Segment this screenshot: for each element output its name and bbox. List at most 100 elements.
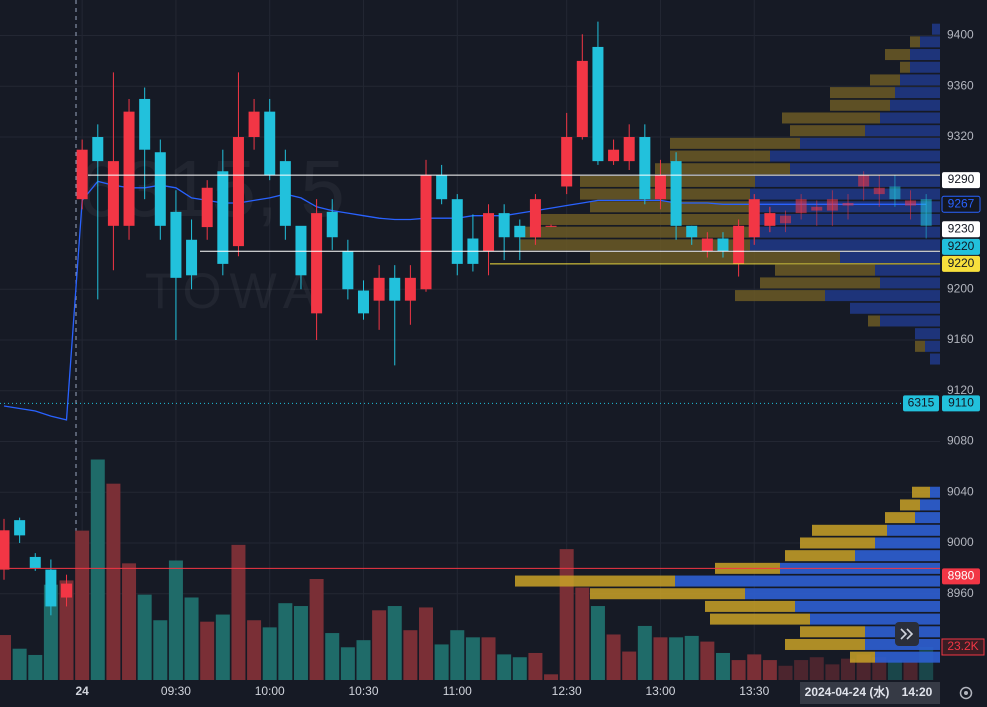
volume-bar — [731, 660, 746, 680]
settings-button[interactable] — [959, 686, 973, 700]
volume-bar — [669, 637, 684, 680]
profile-up — [880, 112, 940, 124]
price-label: 9230 — [948, 221, 975, 235]
volume-bar — [590, 606, 605, 680]
candle-body — [248, 111, 260, 138]
volume-bar — [356, 640, 371, 680]
profile-down — [885, 512, 915, 524]
profile-down — [670, 137, 800, 149]
profile-down — [900, 499, 920, 511]
volume-bar — [747, 654, 762, 680]
x-tick-label: 24 — [75, 684, 89, 698]
profile-down — [868, 315, 880, 327]
candle-body — [764, 213, 776, 226]
profile-up — [745, 588, 940, 600]
profile-down — [782, 112, 880, 124]
candle-body — [670, 161, 682, 226]
profile-up — [887, 524, 940, 536]
volume-bar — [247, 620, 262, 680]
volume-bar — [340, 647, 355, 680]
volume-bar — [137, 594, 152, 680]
candle-body — [326, 211, 338, 238]
candle-body — [201, 187, 213, 228]
volume-bar — [90, 459, 105, 680]
profile-down — [530, 213, 750, 225]
volume-bar — [309, 578, 324, 680]
volume-bar — [387, 606, 402, 680]
candle-body — [389, 277, 401, 301]
candle-body — [483, 213, 495, 252]
price-label: 8980 — [948, 569, 975, 583]
volume-bar — [637, 625, 652, 680]
y-tick-label: 9200 — [947, 281, 974, 295]
profile-up — [750, 188, 940, 200]
profile-up — [915, 328, 940, 340]
candle-body — [639, 137, 651, 200]
volume-bar — [215, 614, 230, 680]
profile-up — [750, 213, 940, 225]
crosshair-time: 14:20 — [902, 685, 933, 699]
candle-body — [733, 225, 745, 264]
profile-up — [800, 137, 940, 149]
candle-body — [373, 277, 385, 301]
volume-bar — [168, 560, 183, 680]
candle-body — [514, 225, 526, 238]
candle-body — [561, 137, 573, 187]
profile-up — [930, 486, 940, 498]
profile-down — [870, 74, 900, 86]
price-label-box — [942, 568, 980, 585]
profile-down — [520, 239, 750, 251]
profile-down — [655, 163, 790, 175]
candle-body — [889, 186, 901, 200]
volume-bar — [841, 658, 856, 680]
candle-body — [873, 187, 885, 195]
profile-down — [912, 486, 930, 498]
x-tick-label: 09:30 — [161, 684, 191, 698]
volume-bar — [497, 654, 512, 680]
profile-up — [915, 512, 940, 524]
profile-up — [910, 49, 940, 61]
price-label: 9220 — [948, 239, 975, 253]
candle-body — [811, 206, 823, 211]
profile-down — [830, 99, 890, 111]
y-tick-label: 8960 — [947, 586, 974, 600]
volume-bar — [512, 657, 527, 680]
volume-bar — [372, 610, 387, 680]
volume-bar — [778, 665, 793, 680]
candle-body — [905, 200, 917, 206]
volume-bar — [715, 652, 730, 680]
price-label-box — [942, 172, 980, 189]
volume-bar — [434, 644, 449, 680]
candle-body — [608, 149, 620, 162]
volume-bar — [684, 635, 699, 680]
volume-bar — [465, 637, 480, 680]
price-label: 9267 — [948, 196, 975, 210]
volume-bar — [278, 603, 293, 680]
volume-label: 23.2K — [947, 639, 978, 653]
symbol-tag: 6315 — [908, 396, 935, 410]
candle-body — [295, 225, 307, 276]
profile-down — [590, 252, 840, 264]
volume-bar — [903, 661, 918, 680]
volume-bar — [293, 606, 308, 680]
profile-up — [900, 74, 940, 86]
price-label-box — [942, 395, 980, 412]
candle-body — [357, 290, 369, 314]
y-tick-label: 9360 — [947, 78, 974, 92]
profile-up — [920, 499, 940, 511]
price-label-box — [942, 221, 980, 238]
candle-body — [654, 175, 666, 200]
candle-body — [107, 161, 119, 226]
profile-up — [675, 575, 940, 587]
volume-bar — [762, 660, 777, 680]
profile-up — [865, 125, 940, 137]
profile-up — [932, 23, 940, 35]
volume-bar — [122, 563, 137, 680]
profile-down — [670, 150, 770, 162]
candle-body — [232, 137, 244, 247]
crosshair-time-box — [895, 682, 940, 704]
candle-body — [61, 583, 73, 598]
candle-body — [29, 556, 41, 569]
profile-down — [580, 175, 755, 187]
volume-bar — [872, 657, 887, 680]
